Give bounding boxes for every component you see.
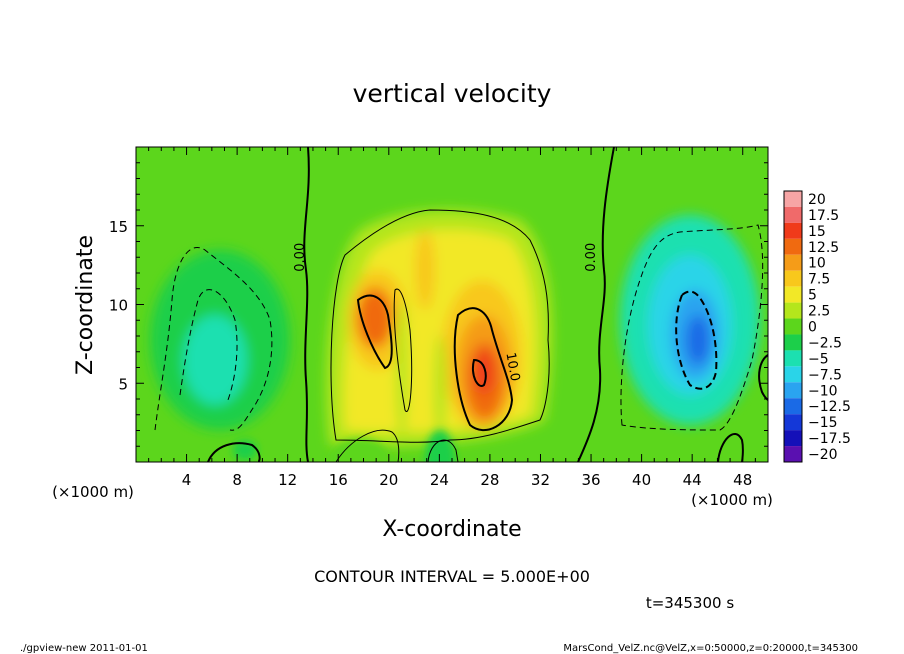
contour-label: 0.00 [293,243,308,272]
downdraft-left-inner [183,315,247,405]
colorbar-label: 10 [808,256,826,272]
footer-left: ./gpview-new 2011-01-01 [20,643,148,654]
colorbar-label: 17.5 [808,208,839,224]
bottom-blob-2 [425,430,455,462]
channel-3 [415,230,435,310]
x-tick-label: 32 [531,471,550,489]
colorbar-label: −12.5 [808,399,851,415]
colorbar-swatch [784,191,802,207]
contour-10-right [453,307,514,431]
colorbar-label: −5 [808,351,829,367]
bottom-blob-1 [330,438,390,462]
footer-right: MarsCond_VelZ.nc@VelZ,x=0:50000,z=0:2000… [563,643,858,654]
downdraft-right-peak [686,315,710,365]
contours [154,147,768,462]
colorbar-label: −2.5 [808,335,842,351]
neg-contour-left-inner [179,289,238,401]
colorbar-label: −10 [808,383,838,399]
x-axis: 4 8 12 16 20 24 28 32 36 40 44 48 [135,147,769,489]
colorbar-label: 12.5 [808,240,839,256]
colorbar-swatch [784,334,802,351]
colorbar-label: 2.5 [808,304,830,320]
x-tick-label: 12 [278,471,297,489]
contour-interval: CONTOUR INTERVAL = 5.000E+00 [314,567,590,586]
field-blobs [150,209,760,447]
neg-contour-left [154,247,273,431]
colorbar-swatch [784,318,802,335]
chart-title: vertical velocity [353,79,552,108]
x-tick-label: 28 [480,471,499,489]
colorbar-label: −15 [808,415,838,431]
colorbar-swatch [784,270,802,287]
colorbar-swatch [784,382,802,399]
neg-contour-right-core [675,290,718,390]
channel-2 [434,335,446,445]
y-tick-label: 10 [109,297,128,315]
colorbar-swatch [784,414,802,431]
contour-5-envelope [330,209,550,443]
zero-contour-left [303,147,310,462]
contour-bottom-mid [335,429,400,462]
y-tick-label: 5 [118,375,128,393]
x-tick-label: 36 [581,471,600,489]
colorbar-label: −20 [808,447,838,463]
bottom-blobs [233,430,455,462]
x-tick-label: 24 [430,471,449,489]
colorbar-label: 0 [808,320,817,336]
x-unit-label-left: (×1000 m) [52,483,134,501]
time-label: t=345300 s [646,594,734,612]
x-tick-label: 40 [632,471,651,489]
colorbar-swatch [784,302,802,319]
colorbar-frame [783,190,803,463]
contour-5-channel [393,288,413,413]
colorbar-swatch [784,350,802,367]
x-axis-label: X-coordinate [382,517,521,542]
x-unit-label-right: (×1000 m) [691,491,773,509]
x-tick-label: 8 [232,471,242,489]
neg-contour-right [620,224,764,431]
colorbar-swatch [784,254,802,271]
channel-1 [396,300,408,440]
colorbar-swatch [784,286,802,303]
colorbar-swatch [784,430,802,447]
colorbar-swatch [784,398,802,415]
contour-15-core [472,358,487,387]
zero-contour-right [577,147,615,462]
x-tick-label: 48 [733,471,752,489]
contour-labels: 0.00 0.00 10.0 [293,243,599,383]
colorbar-label: 5 [808,288,817,304]
x-tick-label: 44 [683,471,702,489]
colorbar-swatch [784,238,802,255]
x-tick-label: 16 [329,471,348,489]
colorbar-swatch [784,366,802,383]
contour-label: 10.0 [502,351,522,382]
colorbar-swatch [784,446,802,462]
colorbar-swatch [784,206,802,223]
colorbar-label: −7.5 [808,367,842,383]
x-tick-label: 20 [379,471,398,489]
colorbar: 2017.51512.5107.552.50−2.5−5−7.5−10−12.5… [783,190,851,463]
contour-label: 0.00 [584,243,599,272]
x-tick-label: 4 [182,471,192,489]
colorbar-label: 15 [808,224,826,240]
colorbar-swatch [784,222,802,239]
velocity-field [136,147,768,462]
contour-10-left [356,294,393,370]
updraft-right-peak [475,350,493,394]
colorbar-label: −17.5 [808,431,851,447]
colorbar-label: 7.5 [808,272,830,288]
y-axis-label: Z-coordinate [73,235,98,375]
colorbar-label: 20 [808,192,826,208]
y-tick-label: 15 [109,218,128,236]
contour-bottom-left [207,442,261,462]
y-axis: 5 10 15 [109,146,768,463]
